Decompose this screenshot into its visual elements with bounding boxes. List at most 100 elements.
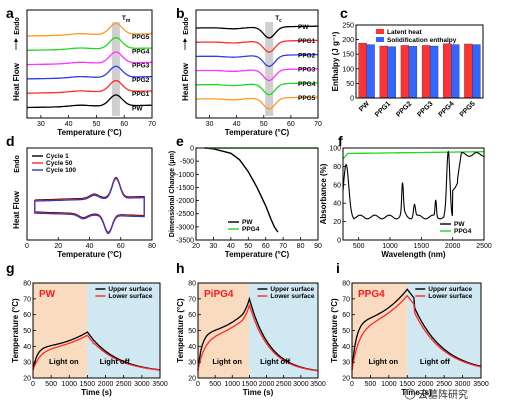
axis-i-ytick-label: 70 <box>342 296 350 303</box>
dsc-b-series-PPG5 <box>196 96 318 110</box>
legend-label-lower-g: Lower surface <box>108 293 152 300</box>
bar-category-label-PPG2: PPG2 <box>395 100 413 118</box>
series-label-a-PW: PW <box>132 106 143 113</box>
panel-label-h: h <box>176 260 185 276</box>
axis-d-xlabel: Temperature (°C) <box>57 250 122 259</box>
temp-lower-g <box>32 334 160 371</box>
series-label-b-PPG5: PPG5 <box>298 95 316 102</box>
legend-label-e-PW: PW <box>242 219 253 226</box>
cycle-loop-cycle1 <box>34 176 145 234</box>
bar-PPG3-latent <box>421 45 431 99</box>
peak-marker-sub-a: m <box>126 18 131 24</box>
axis-f-xtick-label: 2500 <box>476 243 492 250</box>
panel-label-a: a <box>6 5 14 21</box>
axis-c-ytick-label: 250 <box>342 23 354 30</box>
legend-label-cycle50: Cycle 50 <box>46 160 73 167</box>
axis-i-xtick-label: 1500 <box>399 381 415 388</box>
legend-label-upper-g: Upper surface <box>108 286 152 293</box>
series-label-b-PW: PW <box>298 24 309 31</box>
peak-band-a <box>111 22 120 116</box>
axis-g-xlabel: Time (s) <box>81 388 112 397</box>
axis-e-ytick-label: -3000 <box>176 224 194 231</box>
cycle-loop-cycle50 <box>34 177 145 234</box>
axis-h-ytick-label: 70 <box>188 296 196 303</box>
legend-label-lower-i: Lower surface <box>428 293 472 300</box>
series-label-b-PPG2: PPG2 <box>298 52 316 59</box>
peak-marker-label-b: Tc <box>275 15 282 24</box>
axis-f-xlabel: Wavelength (nm) <box>381 250 445 259</box>
series-label-b-PPG1: PPG1 <box>298 38 316 45</box>
axis-e-xtick-label: 50 <box>244 243 252 250</box>
temp-lower-h <box>197 303 319 372</box>
axis-i-xlabel: Time (s) <box>401 388 432 397</box>
axis-g-xtick-label: 1000 <box>61 381 77 388</box>
axis-g-xtick-label: 3500 <box>152 381 168 388</box>
axis-e-xtick-label: 20 <box>192 243 200 250</box>
legend-label-upper-h: Upper surface <box>270 286 314 293</box>
legend-label-upper-i: Upper surface <box>428 286 472 293</box>
series-label-a-PPG4: PPG4 <box>132 48 150 55</box>
bar-PPG3-solid <box>429 45 439 99</box>
series-label-a-PPG2: PPG2 <box>132 77 150 84</box>
legend-label-e-PPG4: PPG4 <box>242 226 260 233</box>
legend-label-latent: Latent heat <box>387 29 423 36</box>
axis-d-xtick-label: 40 <box>86 243 94 250</box>
panel-label-e: e <box>176 133 184 149</box>
axis-i-xtick-label: 0 <box>350 381 354 388</box>
sample-name-h: PiPG4 <box>204 289 234 300</box>
axis-i-ylabel: Temperature (°C) <box>330 298 339 363</box>
panel-label-f: f <box>338 133 343 149</box>
axis-d-ylabel: Heat Flow <box>12 190 21 229</box>
axis-b-xtick-label: 60 <box>287 121 295 128</box>
bar-PPG2-latent <box>400 45 410 99</box>
axis-e-ylabel: Dimensional Change (μm) <box>169 151 176 237</box>
sample-name-i: PPG4 <box>358 289 385 300</box>
axis-i-xtick-label: 1000 <box>381 381 397 388</box>
axis-h-xtick-label: 2500 <box>276 381 292 388</box>
legend-label-lower-h: Lower surface <box>270 293 314 300</box>
axis-b-xtick-label: 30 <box>206 121 214 128</box>
axis-f-ytick-label: 80 <box>333 164 341 171</box>
axis-h-xtick-label: 3500 <box>310 381 326 388</box>
light-on-label-i: Light on <box>369 357 399 366</box>
axes-frame-f <box>342 147 485 241</box>
peak-marker-sub-b: c <box>279 18 282 24</box>
axis-d-xtick-label: 60 <box>117 243 125 250</box>
axis-e-xtick-label: 60 <box>262 243 270 250</box>
axis-c-ytick-label: 50 <box>346 81 354 88</box>
panel-label-d: d <box>6 133 15 149</box>
legend-swatch-solid <box>376 37 384 42</box>
bar-PPG5-latent <box>464 43 473 99</box>
axis-f-xtick-label: 500 <box>353 243 365 250</box>
bar-PW-solid <box>366 44 375 99</box>
axis-b-xtick-label: 50 <box>260 121 268 128</box>
dsc-a-series-PPG4 <box>27 37 153 51</box>
axis-g-xtick-label: 2000 <box>98 381 114 388</box>
dsc-a-series-PPG1 <box>27 79 153 94</box>
light-on-label-g: Light on <box>49 357 79 366</box>
dsc-b-series-PPG4 <box>196 82 318 96</box>
axis-c-ytick-label: 200 <box>342 37 354 44</box>
axis-a-ylabel-top: Endo <box>14 17 21 35</box>
peak-marker-label-a: Tm <box>122 15 131 24</box>
axis-i-xtick-label: 3000 <box>455 381 471 388</box>
bar-PPG1-latent <box>379 45 388 99</box>
axis-c-ytick-label: 0 <box>350 96 354 103</box>
dsc-b-series-PPG1 <box>196 39 318 53</box>
axis-g-xtick-label: 3000 <box>134 381 150 388</box>
axis-i-ytick-label: 80 <box>342 281 350 288</box>
axis-i-ytick-label: 60 <box>342 312 350 319</box>
axis-h-ytick-label: 50 <box>188 328 196 335</box>
axis-a-ylabel: Heat Flow <box>12 62 21 101</box>
dsc-b-series-PPG2 <box>196 53 318 67</box>
axis-c-ytick-label: 100 <box>342 66 354 73</box>
endo-arrowhead-a <box>14 38 18 42</box>
panel-label-i: i <box>336 260 340 276</box>
axis-c-ytick-label: 150 <box>342 52 354 59</box>
bar-category-label-PPG3: PPG3 <box>416 100 434 118</box>
axis-g-ytick-label: 80 <box>23 281 31 288</box>
axis-h-xtick-label: 1000 <box>224 381 240 388</box>
axis-b-ylabel-top: Endo <box>183 17 190 35</box>
axis-i-ytick-label: 50 <box>342 328 350 335</box>
